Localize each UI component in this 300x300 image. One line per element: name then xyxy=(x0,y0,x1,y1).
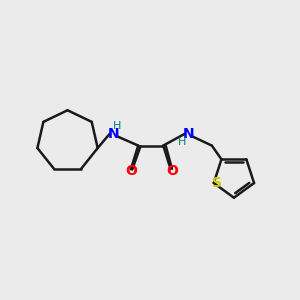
Text: H: H xyxy=(178,137,187,147)
Text: O: O xyxy=(166,164,178,178)
Text: S: S xyxy=(212,176,222,190)
Text: N: N xyxy=(182,127,194,141)
Text: N: N xyxy=(107,127,119,141)
Text: O: O xyxy=(125,164,137,178)
Text: H: H xyxy=(112,121,121,130)
